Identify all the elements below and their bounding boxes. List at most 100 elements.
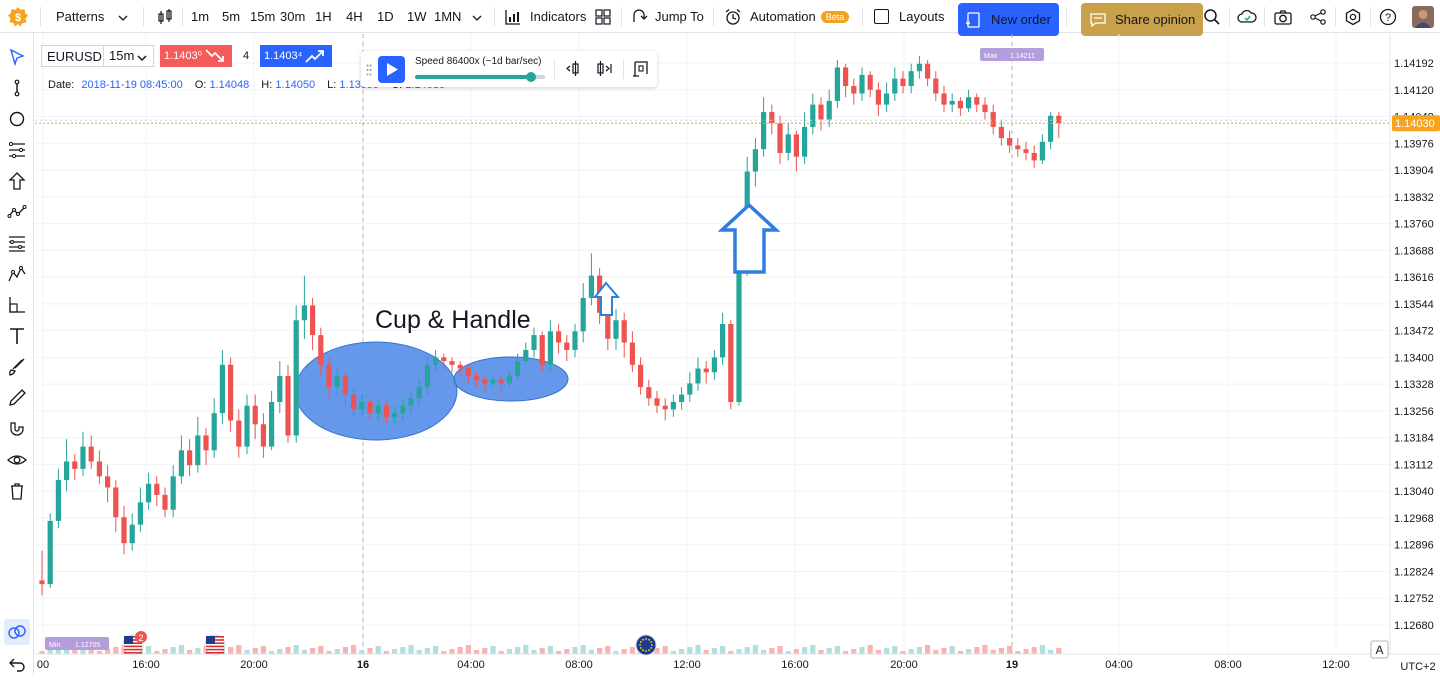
auto-scale-button[interactable]: A	[1370, 640, 1389, 659]
interval-selector[interactable]: 15m	[104, 45, 154, 67]
layouts-button[interactable]: Layouts	[874, 0, 945, 33]
volume-bar	[802, 647, 808, 654]
high-value: 1.14050	[275, 79, 316, 91]
price-axis[interactable]: 1.141921.141201.140481.139761.139041.138…	[1389, 34, 1440, 654]
buy-button[interactable]: 1.1403⁴	[260, 45, 332, 67]
time-axis[interactable]: 00 16:00 20:00 16 04:00 08:00 12:00 16:00 20:00 1…	[35, 653, 1440, 675]
screenshot-button[interactable]	[1273, 0, 1293, 33]
measure-tool[interactable]	[7, 295, 27, 315]
date-value: 2018-11-19 08:45:00	[81, 79, 183, 91]
text-tool[interactable]	[7, 326, 27, 346]
replay-panel: Speed 86400x (~1d bar/sec)	[361, 51, 657, 87]
remove-drawings-tool[interactable]	[7, 481, 27, 501]
share-opinion-button[interactable]: Share opinion	[1081, 3, 1204, 36]
price-tick-label: 1.13976	[1394, 138, 1434, 150]
shapes-tool[interactable]	[7, 109, 27, 129]
templates-button[interactable]	[594, 0, 612, 33]
volume-bar	[949, 646, 955, 654]
interval-1m[interactable]: 1m	[191, 9, 210, 24]
interval-4h[interactable]: 4H	[346, 9, 363, 24]
chart-type-button[interactable]	[156, 0, 174, 33]
symbol-name[interactable]: EURUSD	[41, 45, 104, 67]
user-avatar[interactable]	[1412, 0, 1434, 33]
logo[interactable]: $	[7, 0, 29, 33]
event-count-badge	[135, 631, 147, 643]
settings-button[interactable]	[1344, 0, 1362, 33]
interval-15m[interactable]: 15m	[250, 9, 276, 24]
volume-bar	[605, 646, 611, 654]
candle-body	[769, 112, 775, 124]
interval-30m[interactable]: 30m	[280, 9, 306, 24]
volume-bar	[933, 650, 939, 654]
small-up-arrow[interactable]	[592, 281, 621, 316]
hide-drawings-tool[interactable]	[7, 450, 27, 470]
candle-body	[1023, 149, 1029, 153]
us-flag-icon[interactable]: 2	[122, 631, 147, 656]
candle-body	[55, 480, 61, 521]
exit-replay-button[interactable]	[631, 59, 651, 84]
step-back-button[interactable]	[565, 59, 585, 84]
candle-body	[539, 335, 545, 365]
sync-drawings-tool[interactable]	[4, 619, 30, 645]
volume-bar	[146, 646, 152, 654]
volume-bar	[695, 645, 701, 654]
timezone-label[interactable]: UTC+2	[1400, 661, 1435, 673]
indicators-button[interactable]: Indicators	[504, 0, 586, 33]
intervals-more-button[interactable]	[472, 0, 482, 33]
drag-handle-icon[interactable]	[366, 63, 372, 81]
candle-body	[310, 305, 316, 336]
share-button[interactable]	[1309, 0, 1327, 33]
fib-tool[interactable]	[7, 140, 27, 160]
speed-slider-thumb[interactable]	[526, 72, 536, 82]
price-tick-label: 1.13328	[1394, 379, 1434, 391]
arrow-annotations	[592, 202, 781, 316]
cloud-sync-button[interactable]	[1237, 0, 1257, 33]
step-forward-button[interactable]	[594, 59, 614, 84]
play-button[interactable]	[378, 56, 405, 83]
volume-bar	[539, 648, 545, 654]
volume-bar	[1056, 648, 1062, 654]
candle-body	[556, 331, 562, 343]
volume-bar	[154, 651, 160, 654]
candle-body	[154, 483, 160, 495]
pattern-tool[interactable]	[7, 202, 27, 222]
play-icon	[387, 63, 398, 76]
trend-line-tool[interactable]	[7, 78, 27, 98]
big-up-arrow[interactable]	[717, 202, 781, 274]
interval-1h[interactable]: 1H	[315, 9, 332, 24]
us-flag-icon[interactable]	[204, 634, 226, 656]
interval-5m[interactable]: 5m	[222, 9, 241, 24]
interval-1d[interactable]: 1D	[377, 9, 394, 24]
gann-tool[interactable]	[7, 233, 27, 253]
volume-bar	[1039, 645, 1045, 654]
new-order-button[interactable]: New order	[958, 3, 1059, 36]
candle-body	[629, 342, 635, 365]
time-tick-label: 00	[37, 659, 49, 671]
economic-events[interactable]: 2A	[122, 631, 1389, 659]
volume-bar	[228, 647, 234, 654]
candle-body	[843, 67, 849, 87]
price-chart[interactable]: 1.14192 1.14120 1.14048 1.13976 1.13904 1.138…	[35, 34, 1440, 675]
speed-slider[interactable]	[415, 72, 545, 82]
eu-flag-icon[interactable]	[635, 634, 657, 656]
beta-badge: Beta	[820, 10, 850, 23]
pencil-tool[interactable]	[7, 388, 27, 408]
sell-button[interactable]: 1.1403⁰	[160, 45, 232, 67]
jump-to-button[interactable]: Jump To	[630, 0, 704, 33]
candle-body	[777, 123, 783, 153]
patterns-dropdown[interactable]: Patterns	[56, 0, 128, 33]
interval-1mn[interactable]: 1MN	[434, 9, 462, 24]
automation-button[interactable]: Automation Beta	[724, 0, 850, 33]
cursor-tool[interactable]	[7, 47, 27, 67]
volume-bar	[39, 651, 45, 654]
chevron-down-icon	[118, 9, 128, 24]
candle-body	[113, 487, 119, 518]
arrow-tool[interactable]	[7, 171, 27, 191]
search-button[interactable]	[1203, 0, 1221, 33]
magnet-tool[interactable]	[7, 419, 27, 439]
projection-tool[interactable]	[7, 264, 27, 284]
undo-button[interactable]	[7, 655, 27, 675]
interval-1w[interactable]: 1W	[407, 9, 427, 24]
help-button[interactable]: ?	[1379, 0, 1397, 33]
brush-tool[interactable]	[7, 357, 27, 377]
